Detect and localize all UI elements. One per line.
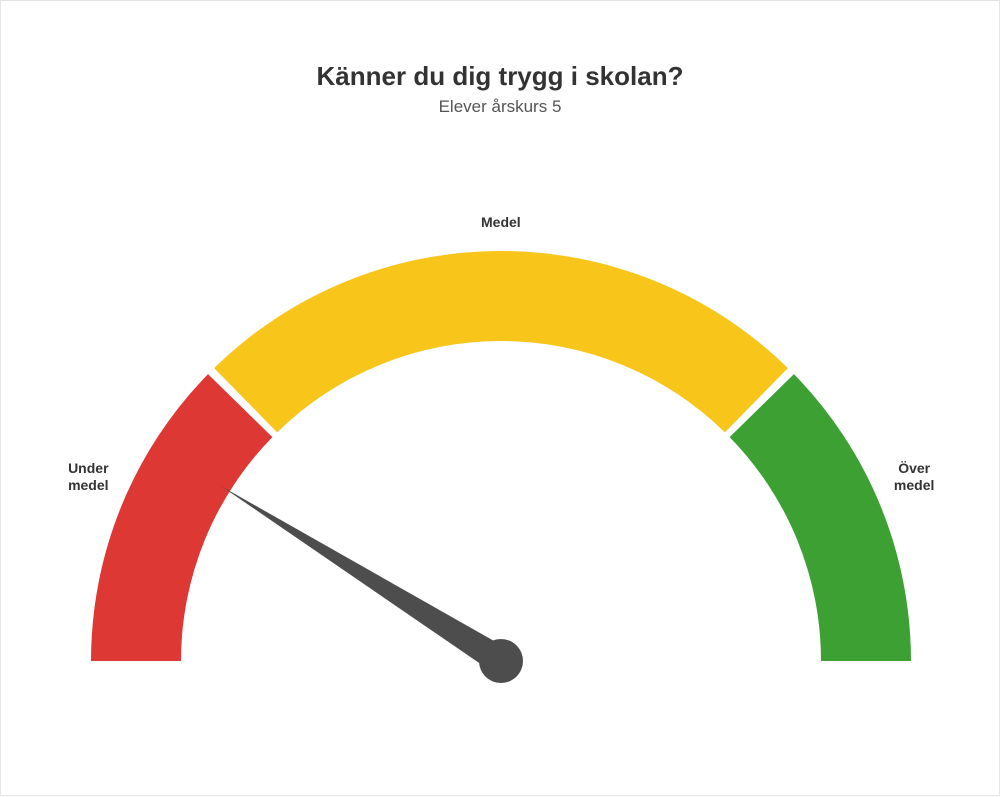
gauge-label-under-medel: Under medel [68,460,108,495]
gauge-label-over-medel: Över medel [894,460,934,495]
gauge-segment [730,374,911,661]
gauge-label-medel: Medel [481,214,521,232]
gauge-needle [221,486,508,673]
gauge-chart [1,1,1000,797]
gauge-segment [91,374,272,661]
chart-frame: Känner du dig trygg i skolan? Elever års… [0,0,1000,796]
gauge-segment [214,251,788,432]
chart-title: Känner du dig trygg i skolan? [1,61,999,92]
chart-subtitle: Elever årskurs 5 [1,97,999,117]
gauge-pivot [479,639,523,683]
